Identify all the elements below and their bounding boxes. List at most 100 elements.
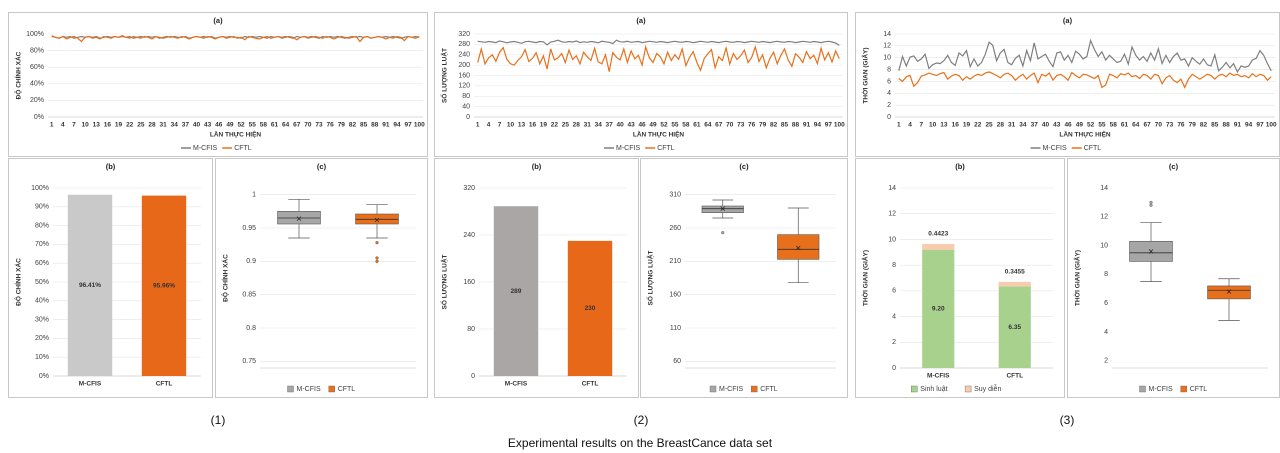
bar-segment — [998, 286, 1031, 368]
x-tick-label: 67 — [1143, 122, 1151, 129]
y-axis-title: ĐỘ CHÍNH XÁC — [14, 258, 23, 306]
y-tick-label: 60 — [673, 358, 681, 365]
y-tick-label: 60% — [30, 64, 44, 71]
x-tick-label: 34 — [171, 122, 179, 129]
x-tick-label: 55 — [249, 122, 257, 129]
value-label: 9.20 — [932, 306, 945, 313]
y-tick-label: 10 — [888, 236, 896, 243]
x-tick-label: 61 — [271, 122, 279, 129]
x-tick-label: M-CFIS — [927, 373, 950, 380]
x-tick-label: 94 — [393, 122, 401, 129]
x-tick-label: 43 — [1053, 122, 1061, 129]
x-tick-label: 1 — [50, 122, 54, 129]
y-tick-label: 0.8 — [246, 325, 256, 332]
y-axis-title: THỜI GIAN (GIÂY) — [1073, 250, 1082, 306]
outlier — [375, 256, 379, 260]
chart-title: (a) — [1063, 16, 1073, 25]
mean-marker — [1148, 249, 1154, 254]
outlier — [1149, 200, 1153, 204]
chart-title: (c) — [739, 162, 749, 171]
legend-label: CFTL — [234, 145, 252, 152]
x-tick-label: 19 — [115, 122, 123, 129]
x-tick-label: CFTL — [582, 381, 599, 388]
x-tick-label: 22 — [551, 122, 559, 129]
y-tick-label: 260 — [669, 225, 681, 232]
chart-title: (c) — [1169, 162, 1179, 171]
bar — [141, 195, 187, 376]
y-tick-label: 70% — [35, 241, 49, 248]
x-tick-label: 73 — [737, 122, 745, 129]
chart-title: (a) — [213, 16, 223, 25]
chart-title: (b) — [106, 162, 116, 171]
mean-marker — [1226, 289, 1232, 294]
chart-frame — [215, 158, 428, 398]
x-tick-label: 22 — [126, 122, 134, 129]
x-tick-label: 49 — [1076, 122, 1084, 129]
legend-swatch — [1139, 385, 1146, 393]
box — [777, 234, 820, 260]
legend-label: M-CFIS — [297, 386, 321, 393]
y-tick-label: 80 — [462, 93, 470, 100]
y-tick-label: 10% — [35, 354, 49, 361]
x-tick-label: 37 — [606, 122, 614, 129]
x-tick-label: 58 — [682, 122, 690, 129]
y-tick-label: 12 — [1100, 214, 1108, 221]
x-tick-label: 10 — [507, 122, 515, 129]
legend-label: M-CFIS — [616, 145, 640, 152]
bar-segment — [922, 244, 955, 250]
outlier — [375, 259, 379, 263]
y-axis-title: SỐ LƯỢNG LUẬT — [645, 250, 655, 305]
chart-frame — [855, 12, 1280, 157]
x-tick-label: 34 — [595, 122, 603, 129]
panel-label: (2) — [634, 413, 649, 427]
y-axis-title: THỜI GIAN (GIÂY) — [861, 250, 870, 306]
y-axis-title: SỐ LƯỢNG LUẬT — [439, 48, 449, 103]
legend-swatch — [751, 385, 758, 393]
x-tick-label: 16 — [104, 122, 112, 129]
y-tick-label: 0 — [466, 114, 470, 121]
y-tick-label: 80% — [35, 222, 49, 229]
x-tick-label: 1 — [476, 122, 480, 129]
legend-swatch — [1180, 385, 1187, 393]
x-tick-label: 97 — [825, 122, 833, 129]
x-tick-label: 97 — [405, 122, 413, 129]
x-tick-label: 91 — [803, 122, 811, 129]
y-tick-label: 0.85 — [242, 292, 256, 299]
y-tick-label: 0 — [887, 114, 891, 121]
x-tick-label: 55 — [1098, 122, 1106, 129]
x-tick-label: 88 — [371, 122, 379, 129]
y-tick-label: 100% — [26, 31, 44, 38]
x-tick-label: 58 — [260, 122, 268, 129]
x-tick-label: 70 — [304, 122, 312, 129]
series-line — [477, 44, 840, 72]
x-tick-label: 79 — [338, 122, 346, 129]
bar — [567, 240, 613, 376]
y-tick-label: 6 — [892, 288, 896, 295]
x-tick-label: 28 — [573, 122, 581, 129]
y-tick-label: 0.75 — [242, 358, 256, 365]
x-tick-label: 43 — [627, 122, 635, 129]
x-tick-label: 100 — [1266, 122, 1277, 129]
y-tick-label: 12 — [883, 43, 891, 50]
y-tick-label: 310 — [669, 192, 681, 199]
x-tick-label: 100 — [834, 122, 845, 129]
caption: Experimental results on the BreastCance … — [508, 436, 773, 450]
x-tick-label: 82 — [349, 122, 357, 129]
y-tick-label: 10 — [1100, 242, 1108, 249]
x-tick-label: 88 — [792, 122, 800, 129]
outlier — [721, 231, 725, 235]
y-tick-label: 14 — [888, 185, 896, 192]
x-tick-label: 94 — [814, 122, 822, 129]
x-tick-label: M-CFIS — [79, 381, 102, 388]
x-tick-label: 4 — [908, 122, 912, 129]
legend-label: Sinh luật — [920, 386, 947, 393]
y-tick-label: 12 — [888, 211, 896, 218]
x-tick-label: 67 — [293, 122, 301, 129]
value-label: 0.3455 — [1005, 269, 1025, 276]
x-tick-label: 73 — [1166, 122, 1174, 129]
y-tick-label: 2 — [887, 102, 891, 109]
x-tick-label: 31 — [1008, 122, 1016, 129]
panel-label: (3) — [1060, 413, 1075, 427]
x-tick-label: 49 — [226, 122, 234, 129]
